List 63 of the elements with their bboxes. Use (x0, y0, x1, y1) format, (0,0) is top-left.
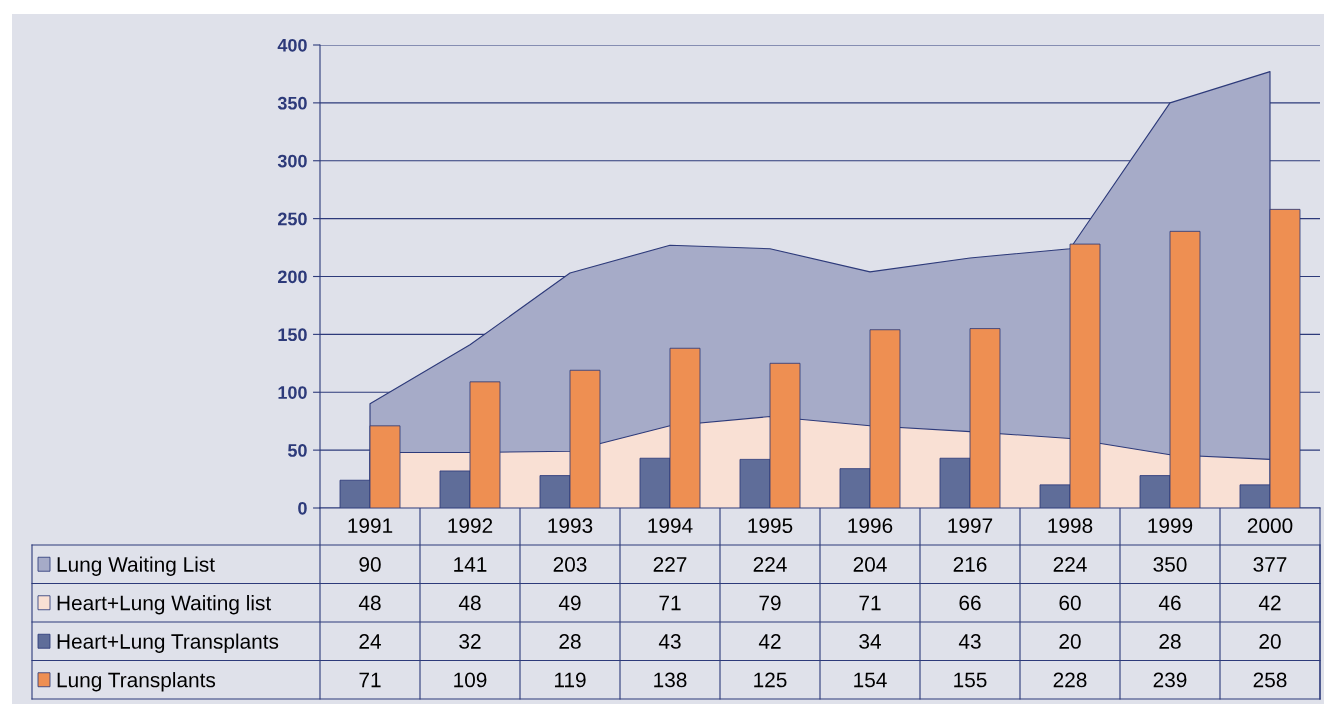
data-label: 42 (1258, 595, 1281, 611)
y-tick-label: 250 (278, 212, 307, 226)
data-label: 28 (559, 634, 581, 649)
y-tick-label: 100 (278, 386, 307, 399)
data-label: 119 (554, 672, 586, 688)
legend-label: Heart+Lung Waiting list (57, 595, 272, 615)
data-label: 224 (1053, 557, 1087, 572)
legend-label: Lung Waiting List (57, 556, 215, 576)
data-label: 71 (659, 595, 681, 611)
x-tick-label: 1994 (648, 518, 693, 534)
legend-label: Heart+Lung Transplants (57, 633, 279, 653)
y-tick-label: 200 (278, 270, 307, 284)
y-tick-label: 150 (278, 328, 307, 342)
data-label: 228 (1053, 672, 1087, 688)
data-label: 28 (1159, 634, 1181, 649)
x-tick-label: 1995 (748, 518, 793, 534)
data-label: 20 (1259, 634, 1281, 649)
y-tick-label: 50 (287, 444, 307, 457)
data-label: 79 (759, 595, 781, 611)
data-label: 24 (359, 634, 381, 649)
data-label: 224 (753, 557, 787, 572)
data-label: 125 (754, 672, 787, 688)
data-label: 43 (958, 634, 981, 649)
legend-label: Lung Transplants (57, 672, 216, 692)
y-tick-label: 350 (277, 96, 307, 110)
data-label: 42 (758, 634, 781, 649)
data-label: 46 (1158, 595, 1181, 611)
data-label: 71 (359, 672, 381, 688)
data-label: 109 (454, 672, 487, 688)
data-label: 32 (459, 634, 481, 649)
data-label: 216 (953, 557, 987, 572)
data-label: 239 (1153, 672, 1187, 688)
x-tick-label: 1991 (348, 518, 393, 534)
data-label: 138 (654, 672, 687, 688)
data-label: 154 (854, 672, 887, 688)
x-tick-label: 1996 (848, 518, 893, 534)
data-label: 49 (558, 595, 581, 611)
y-tick-label: 0 (298, 501, 307, 515)
x-tick-label: 1992 (448, 518, 493, 534)
data-label: 203 (553, 557, 587, 572)
data-label: 66 (959, 595, 981, 611)
data-label: 227 (653, 557, 687, 572)
data-label: 204 (853, 557, 887, 572)
y-tick-label: 300 (277, 154, 307, 168)
x-tick-label: 2000 (1247, 518, 1293, 534)
data-label: 48 (358, 595, 381, 611)
y-tick-label: 400 (277, 38, 307, 52)
x-tick-label: 1997 (948, 518, 993, 534)
data-label: 141 (454, 557, 487, 572)
data-label: 377 (1253, 557, 1287, 572)
data-label: 60 (1059, 595, 1081, 611)
x-tick-label: 1999 (1148, 518, 1193, 534)
data-label: 34 (859, 634, 881, 649)
data-label: 71 (859, 595, 881, 611)
data-label: 155 (954, 672, 987, 688)
data-label: 258 (1253, 672, 1287, 688)
data-label: 43 (658, 634, 681, 649)
data-label: 90 (359, 557, 381, 572)
x-tick-label: 1993 (548, 518, 593, 534)
data-label: 350 (1153, 557, 1187, 572)
data-label: 20 (1059, 634, 1081, 649)
data-label: 48 (458, 595, 481, 611)
x-tick-label: 1998 (1048, 518, 1093, 534)
